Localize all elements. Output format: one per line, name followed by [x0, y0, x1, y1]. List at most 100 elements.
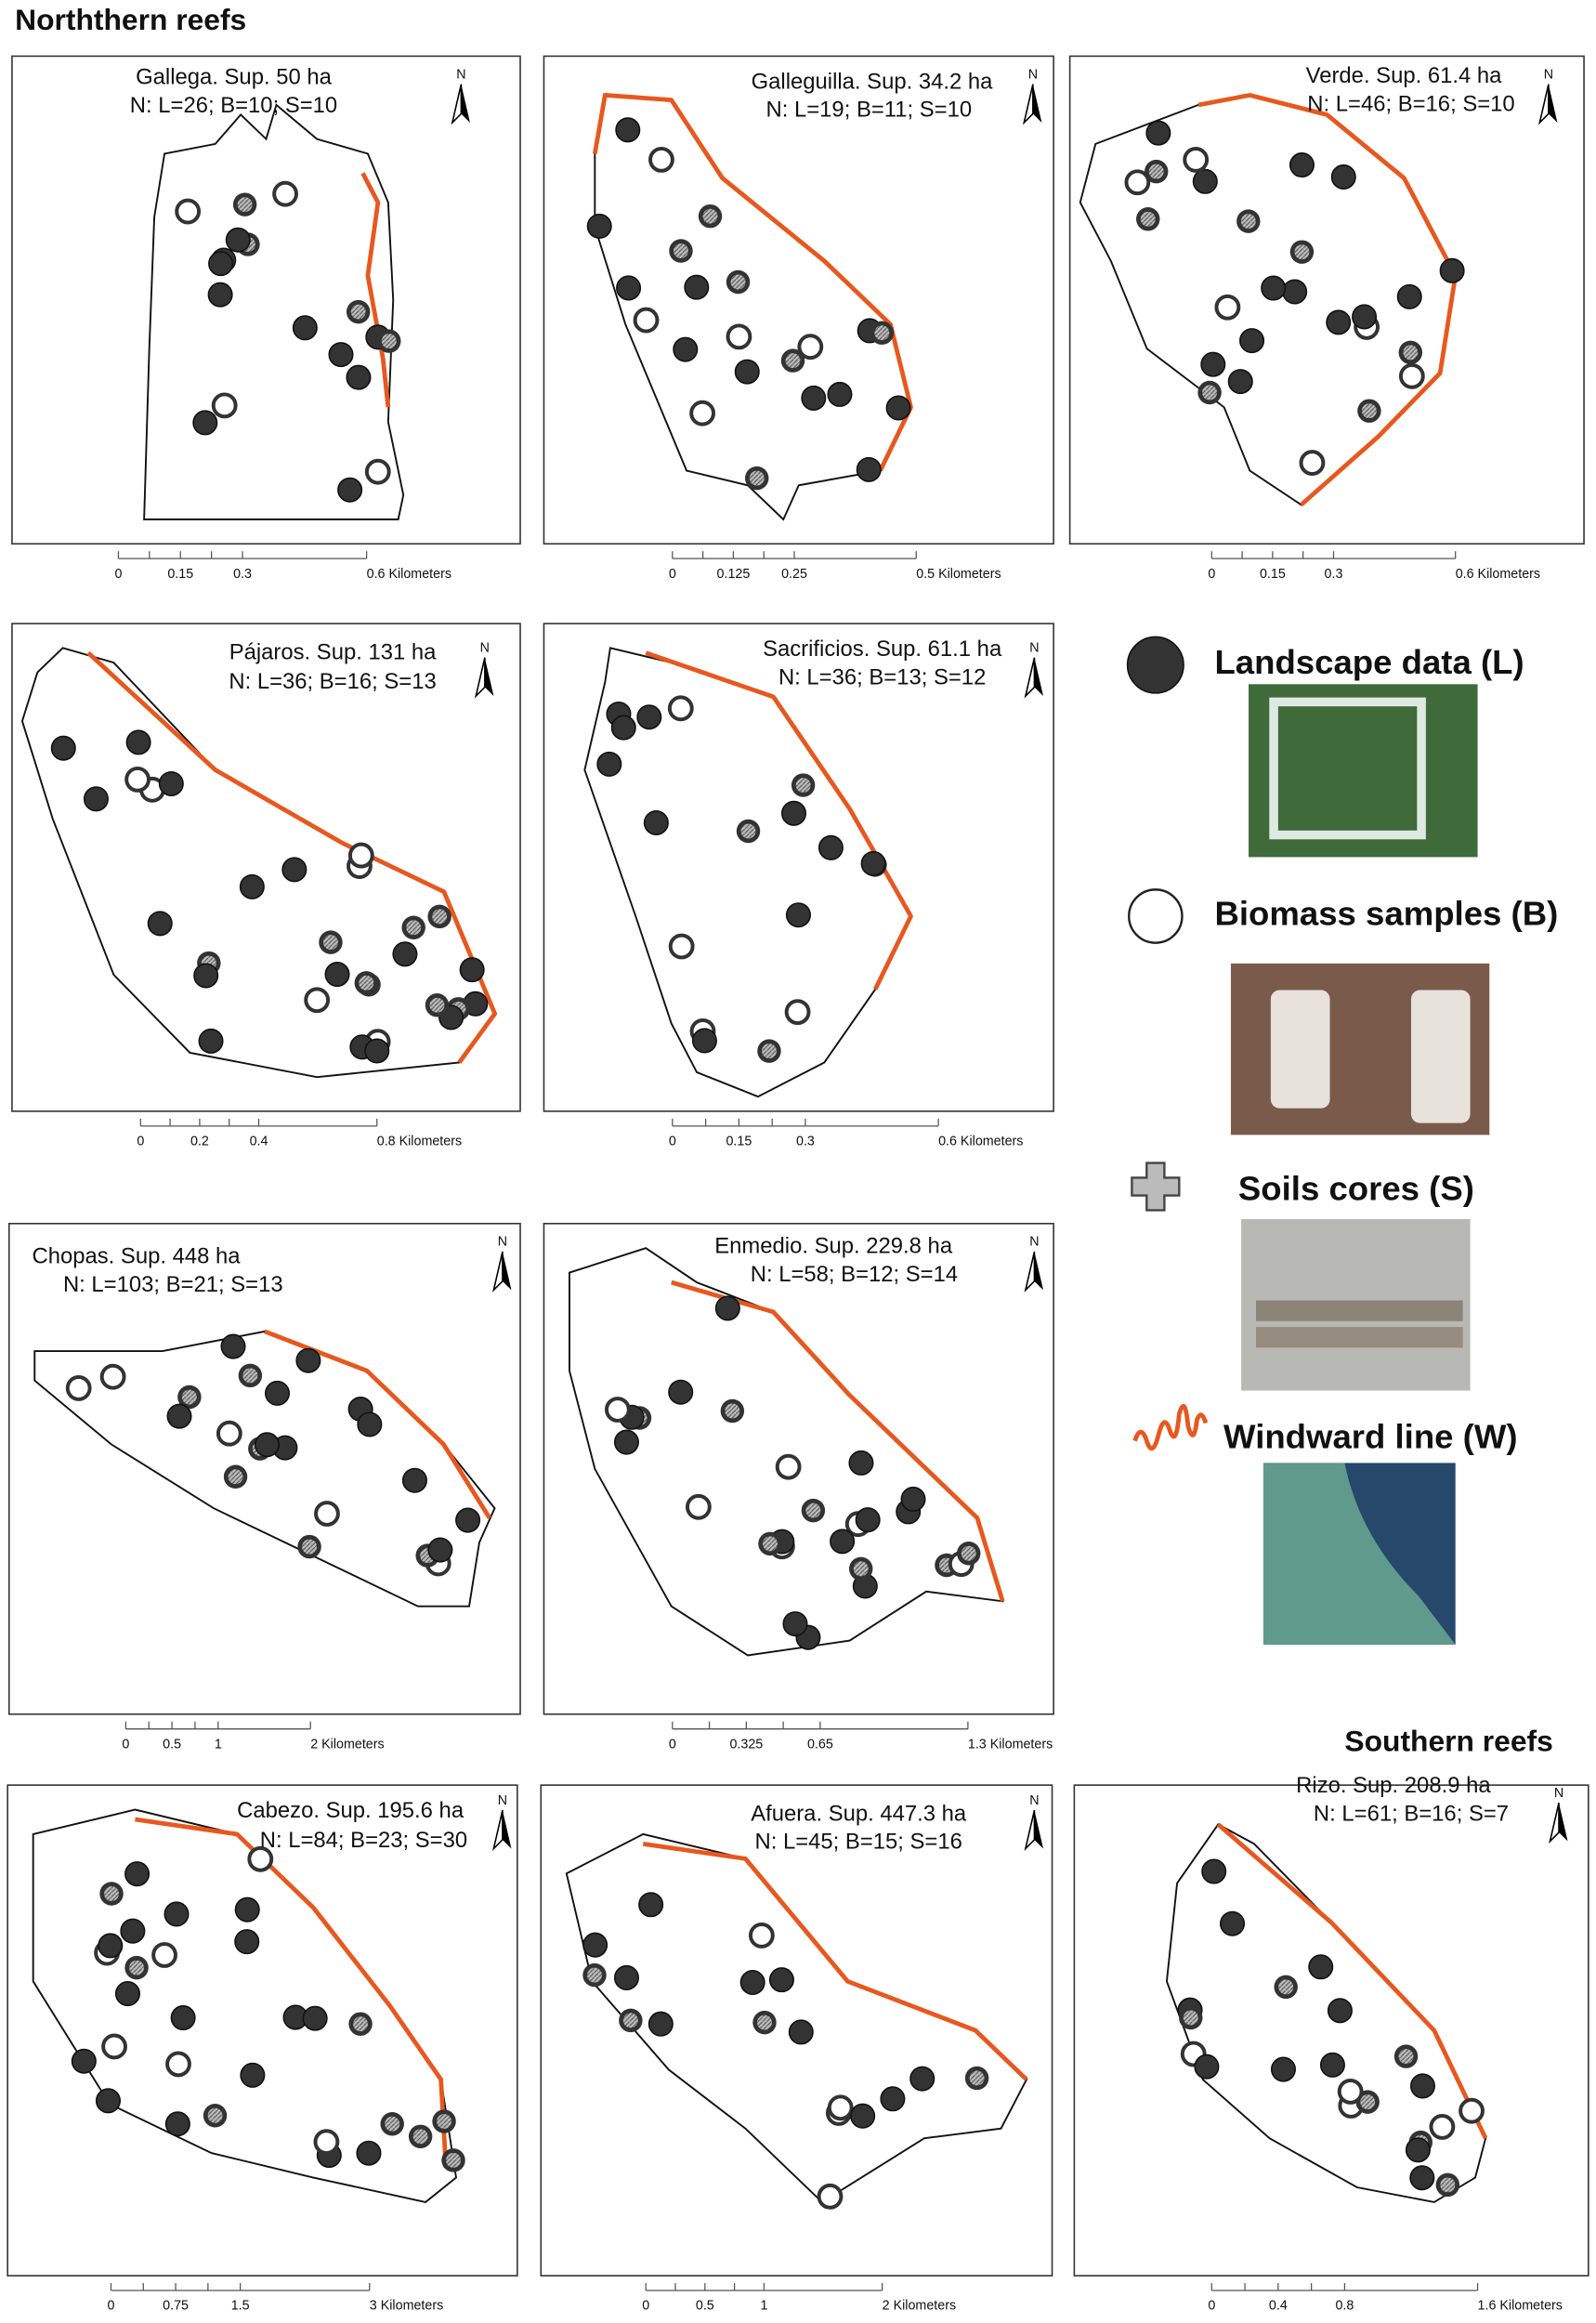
scale-label: 0.3	[1325, 567, 1343, 582]
scale-label: 0.6 Kilometers	[1456, 567, 1540, 582]
landscape-point	[292, 315, 318, 341]
legend-label: Windward line (W)	[1223, 1418, 1518, 1456]
landscape-point	[1261, 275, 1287, 301]
biomass-sample	[165, 2051, 191, 2078]
legend-biomass-symbol	[1128, 888, 1184, 944]
north-arrow	[1032, 84, 1042, 123]
landscape-point	[240, 2062, 266, 2088]
soil-core-inner	[237, 197, 253, 213]
landscape-point	[782, 1611, 808, 1637]
soil-core-inner	[1440, 2177, 1456, 2193]
windward-line	[592, 93, 913, 472]
map-title: Galleguilla. Sup. 34.2 ha	[752, 69, 994, 94]
scale-label: 1	[215, 1737, 222, 1752]
biomass-sample	[124, 766, 151, 793]
landscape-point	[455, 1507, 481, 1533]
sample-counts: N: L=58; B=12; S=14	[751, 1262, 958, 1287]
biomass-sample	[1124, 169, 1151, 196]
scale-label: 0.3	[233, 567, 252, 582]
soil-core-inner	[622, 2013, 638, 2028]
north-label: N	[1029, 1793, 1039, 1808]
landscape-point	[596, 751, 622, 777]
legend-photo-core	[1256, 1300, 1463, 1321]
landscape-point	[1227, 369, 1253, 395]
landscape-point	[164, 1901, 190, 1927]
soil-core-inner	[969, 2070, 985, 2086]
scale-label: 0.6 Kilometers	[367, 567, 451, 582]
biomass-sample	[689, 400, 716, 427]
biomass-sample	[685, 1493, 712, 1520]
soil-core-inner	[302, 1539, 318, 1555]
map-title: Cabezo. Sup. 195.6 ha	[237, 1798, 464, 1823]
map-title: Enmedio. Sup. 229.8 ha	[714, 1234, 953, 1259]
landscape-point	[850, 2103, 876, 2129]
reef-outline	[1165, 1823, 1487, 2203]
landscape-point	[613, 1429, 639, 1455]
sample-counts: N: L=61; B=16; S=7	[1314, 1801, 1509, 1826]
soil-core-inner	[412, 2129, 428, 2145]
biomass-sample	[1398, 362, 1425, 389]
landscape-point	[95, 2088, 121, 2114]
biomass-sample	[1337, 2078, 1364, 2105]
scale-label: 3 Kilometers	[370, 2299, 443, 2314]
biomass-sample	[175, 198, 202, 225]
soil-core-inner	[446, 2152, 461, 2168]
landscape-point	[615, 117, 641, 143]
north-arrow	[1034, 1810, 1043, 1849]
north-label: N	[480, 640, 490, 655]
north-arrow	[502, 1252, 512, 1291]
landscape-point	[166, 1403, 192, 1429]
landscape-point	[392, 941, 418, 967]
landscape-point	[1239, 328, 1265, 354]
landscape-point	[295, 1347, 321, 1373]
biomass-sample	[313, 2129, 340, 2156]
landscape-point	[254, 1432, 280, 1458]
soil-core-inner	[757, 2015, 772, 2030]
sample-counts: N: L=46; B=16; S=10	[1307, 91, 1514, 116]
landscape-point	[125, 729, 151, 755]
biomass-sample	[151, 1942, 177, 1968]
scale-label: 1.6 Kilometers	[1478, 2299, 1563, 2314]
soil-core-inner	[1140, 211, 1156, 227]
sample-counts: N: L=36; B=16; S=13	[229, 669, 436, 694]
landscape-point	[158, 770, 184, 797]
soil-core-inner	[323, 935, 338, 951]
landscape-point	[364, 1038, 390, 1064]
landscape-point	[324, 962, 350, 988]
landscape-point	[673, 336, 699, 362]
section-title: Southern reefs	[1344, 1725, 1552, 1758]
soil-core-inner	[1278, 1979, 1294, 1995]
scale-label: 0.8	[1335, 2299, 1354, 2314]
soil-core-inner	[350, 304, 366, 320]
north-label: N	[498, 1793, 507, 1808]
landscape-point	[818, 834, 844, 860]
landscape-point	[684, 274, 710, 300]
landscape-point	[1326, 309, 1352, 335]
soil-core-inner	[353, 2016, 369, 2032]
soil-core-inner	[385, 2116, 400, 2132]
landscape-point	[1201, 1858, 1227, 1884]
landscape-point	[1145, 120, 1171, 146]
scale-label: 0.3	[796, 1135, 815, 1149]
soil-core-inner	[674, 243, 688, 258]
soil-core-inner	[785, 353, 801, 369]
biomass-sample	[314, 1501, 340, 1527]
landscape-point	[427, 1537, 453, 1563]
section-title: Norththern reefs	[15, 3, 246, 36]
map-title: Rizo. Sup. 208.9 ha	[1296, 1773, 1491, 1798]
scale-label: 2 Kilometers	[310, 1737, 384, 1752]
landscape-point	[1319, 2052, 1345, 2078]
scale-label: 0	[122, 1737, 129, 1752]
biomass-sample	[667, 695, 694, 722]
soil-core-inner	[228, 1469, 243, 1485]
landscape-point	[124, 1861, 150, 1887]
soil-core-inner	[702, 208, 718, 224]
landscape-point	[337, 477, 363, 503]
landscape-point	[83, 786, 109, 812]
north-arrow	[1548, 84, 1558, 123]
landscape-point	[900, 1486, 926, 1512]
landscape-point	[50, 735, 76, 761]
scale-label: 0.15	[726, 1135, 752, 1149]
landscape-point	[1352, 304, 1378, 330]
soil-core-inner	[749, 470, 765, 486]
